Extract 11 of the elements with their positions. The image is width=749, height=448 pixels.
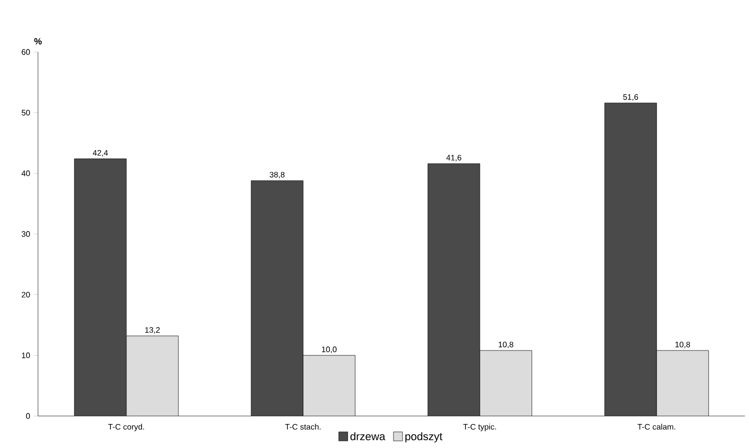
bar — [428, 164, 480, 416]
bar — [303, 355, 356, 416]
legend-label: drzewa — [350, 432, 386, 440]
bar — [126, 336, 178, 416]
bar — [604, 102, 657, 416]
bar — [74, 158, 126, 416]
bar — [251, 180, 304, 416]
y-axis-title: % — [34, 38, 42, 44]
bar — [656, 350, 709, 416]
bar — [480, 350, 532, 416]
legend-label: podszyt — [405, 432, 442, 442]
